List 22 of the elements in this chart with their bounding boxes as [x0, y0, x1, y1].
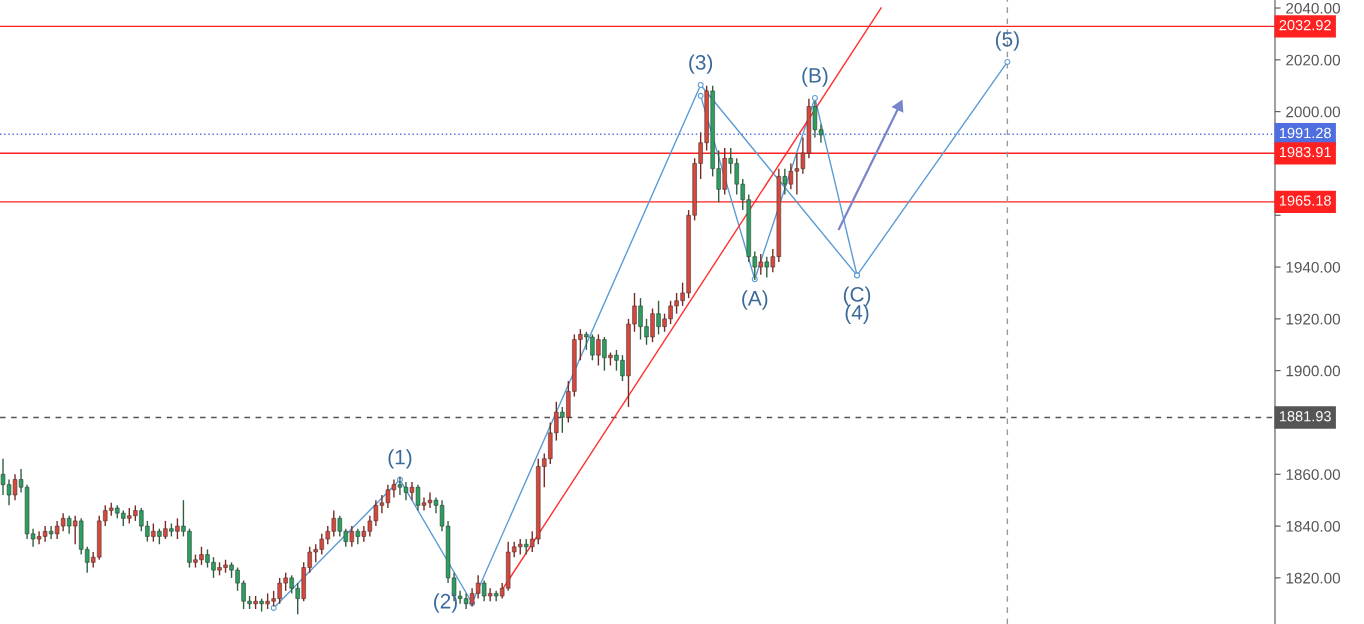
ref-line-label: 2032.92 [1279, 19, 1331, 31]
y-tick-label: 2000.00 [1286, 106, 1341, 118]
ref-line-label: 1965.18 [1279, 195, 1331, 206]
ref-line-label: 1991.28 [1279, 127, 1331, 139]
y-tick-label: 1940.00 [1286, 261, 1341, 273]
annotation: (4) [845, 304, 869, 324]
y-tick-label: 1900.00 [1286, 365, 1341, 377]
annotation: (C) [843, 286, 871, 306]
annotation: (3) [689, 54, 713, 74]
ref-line-label: 1881.93 [1279, 411, 1331, 422]
y-tick-label: 1820.00 [1286, 572, 1341, 584]
y-tick-label: 2020.00 [1286, 54, 1341, 66]
y-tick-label: 2040.00 [1286, 2, 1341, 14]
y-tick-label: 1920.00 [1286, 313, 1341, 325]
y-tick-label: 1840.00 [1286, 520, 1341, 532]
annotation: (1) [388, 449, 412, 469]
ref-line-label: 1983.91 [1279, 146, 1331, 158]
annotation: (2) [434, 593, 457, 613]
annotation: (B) [802, 67, 828, 87]
y-tick-label: 1860.00 [1286, 469, 1341, 480]
annotation: (5) [995, 31, 1019, 51]
annotation: (A) [742, 290, 768, 310]
